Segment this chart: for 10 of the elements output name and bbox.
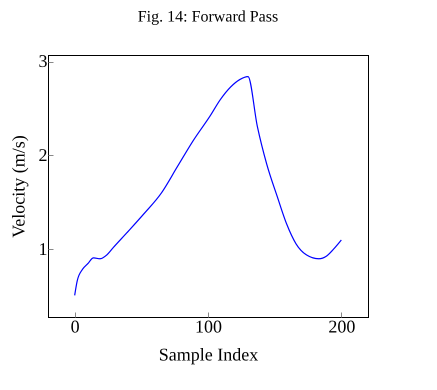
line-series: [74, 76, 342, 296]
x-tick-label: 200: [328, 316, 356, 336]
chart-title: Fig. 14: Forward Pass: [138, 8, 278, 26]
x-axis-title: Sample Index: [158, 344, 258, 364]
y-tick-label: 2: [38, 144, 48, 165]
x-tick-label: 0: [70, 316, 80, 336]
x-tick-label: 100: [195, 316, 222, 336]
y-axis-title: Velocity (m/s): [8, 135, 28, 238]
y-tick-label: 1: [38, 238, 48, 259]
y-tick-label: 3: [38, 51, 48, 72]
